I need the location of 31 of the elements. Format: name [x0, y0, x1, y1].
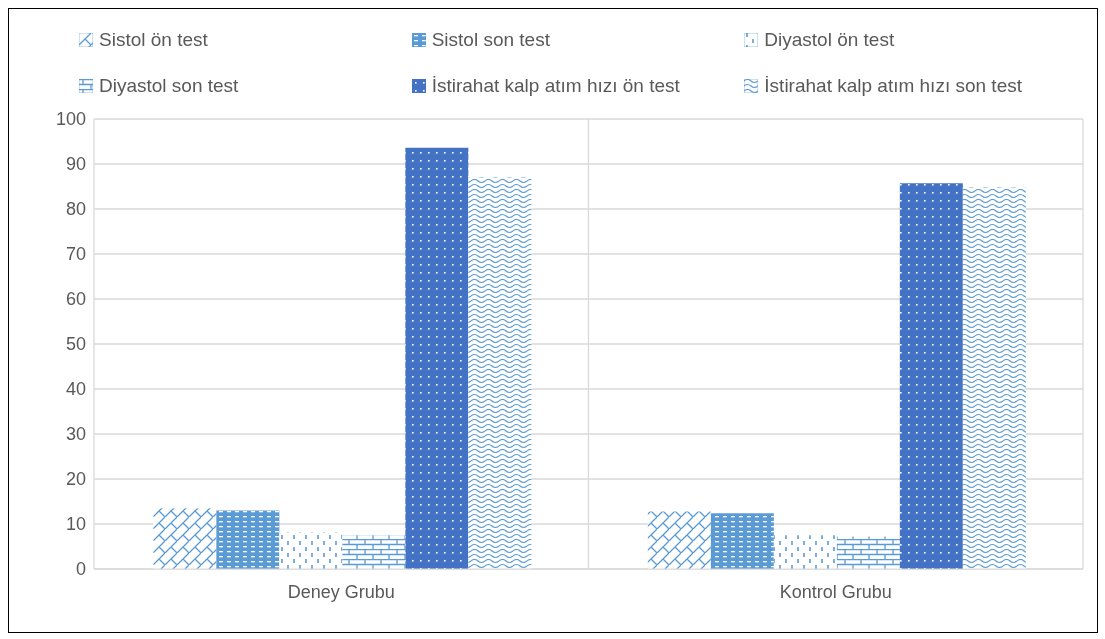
- bar: [279, 532, 343, 569]
- y-tick-label: 40: [65, 379, 86, 400]
- bar: [468, 177, 532, 569]
- bar: [962, 187, 1026, 569]
- legend-label: İstirahat kalp atım hızı ön test: [431, 75, 680, 97]
- y-tick-label: 100: [55, 109, 86, 130]
- y-tick-label: 60: [65, 289, 86, 310]
- y-tick-label: 10: [65, 514, 86, 535]
- legend-label: Diyastol ön test: [764, 29, 895, 51]
- legend-label: Sistol son test: [431, 29, 550, 51]
- y-tick-label: 20: [65, 469, 86, 490]
- x-tick-label: Kontrol Grubu: [779, 581, 892, 602]
- bar: [647, 511, 711, 569]
- y-tick-label: 30: [65, 424, 86, 445]
- bar: [710, 513, 774, 569]
- bar: [342, 535, 406, 569]
- bar: [216, 510, 280, 569]
- bar: [773, 535, 837, 569]
- bar: [899, 183, 963, 569]
- bar: [153, 508, 217, 569]
- legend-label: İstirahat kalp atım hızı son test: [764, 75, 1022, 97]
- y-tick-label: 0: [75, 559, 86, 580]
- y-tick-label: 50: [65, 334, 86, 355]
- bar: [405, 147, 469, 569]
- y-tick-label: 80: [65, 199, 86, 220]
- bar: [836, 536, 900, 569]
- y-tick-label: 70: [65, 244, 86, 265]
- legend-label: Sistol ön test: [99, 29, 208, 51]
- y-tick-label: 90: [65, 154, 86, 175]
- x-tick-label: Deney Grubu: [287, 581, 395, 602]
- legend-label: Diyastol son test: [99, 75, 239, 97]
